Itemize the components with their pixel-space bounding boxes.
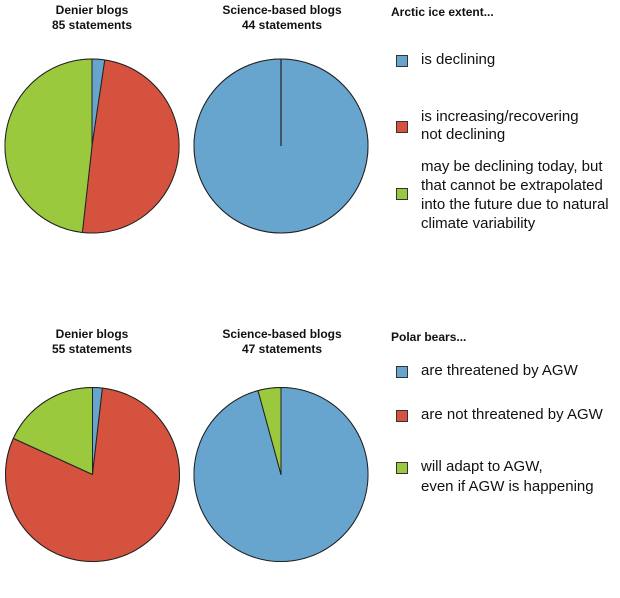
pie-subtitle: 47 statements: [241, 342, 323, 356]
pie-subtitle: 55 statements: [51, 342, 133, 356]
pie-title: Science-based blogs: [222, 327, 342, 341]
pie-header-denier-arctic: Denier blogs 85 statements: [0, 3, 187, 33]
legend-title: Arctic ice extent...: [391, 5, 494, 19]
blue-swatch-icon: [396, 55, 408, 67]
pie-header-denier-bears: Denier blogs 55 statements: [0, 327, 187, 357]
blue-swatch-icon: [396, 366, 408, 378]
polar-bears-panel: Denier blogs 55 statements Science-based…: [0, 318, 620, 598]
green-swatch-icon: [396, 462, 408, 474]
pie-title: Science-based blogs: [222, 3, 342, 17]
red-slice: [81, 59, 180, 234]
pie-title: Denier blogs: [55, 327, 129, 341]
legend-label: will adapt to AGW, even if AGW is happen…: [421, 458, 594, 495]
arctic-ice-panel: Denier blogs 85 statements Science-based…: [0, 0, 620, 280]
pie-header-science-arctic: Science-based blogs 44 statements: [187, 3, 377, 33]
pie-chart-science-bears: [193, 387, 369, 562]
green-slice: [257, 387, 282, 475]
legend-label: are threatened by AGW: [421, 362, 578, 379]
green-slice: [12, 387, 93, 475]
pie-subtitle: 44 statements: [241, 18, 323, 32]
bears-pies: [5, 387, 369, 562]
pie-chart-science-arctic: [193, 58, 369, 234]
legend-label: are not threatened by AGW: [421, 406, 603, 423]
red-swatch-icon: [396, 410, 408, 422]
pie-chart-denier-bears: [5, 387, 180, 562]
pie-title: Denier blogs: [55, 3, 129, 17]
legend-title: Polar bears...: [391, 330, 467, 344]
green-swatch-icon: [396, 188, 408, 200]
red-swatch-icon: [396, 121, 408, 133]
arctic-pies: [4, 58, 369, 234]
green-slice: [4, 58, 93, 233]
pie-subtitle: 85 statements: [51, 18, 133, 32]
pie-chart-denier-arctic: [4, 58, 180, 234]
legend-label: may be declining today, but that cannot …: [421, 158, 609, 232]
pie-header-science-bears: Science-based blogs 47 statements: [187, 327, 377, 357]
legend-label: is increasing/recovering not declining: [421, 108, 579, 143]
legend-label: is declining: [421, 51, 496, 68]
